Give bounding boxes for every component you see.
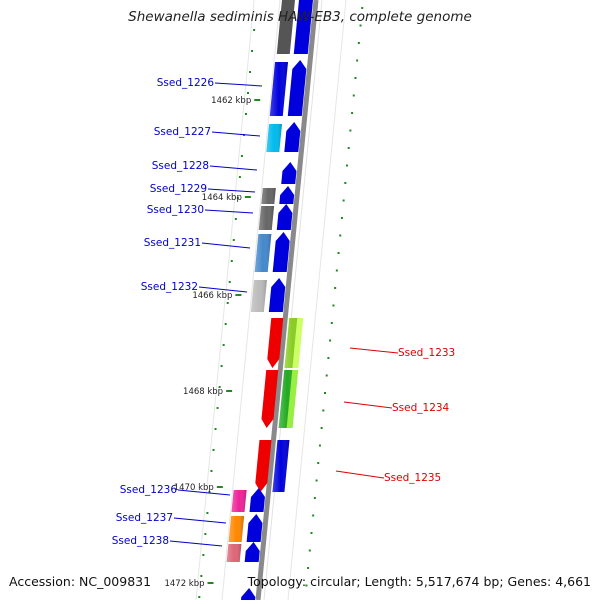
cog-arrow-ssed-1234 [261, 370, 279, 428]
cog-shade-ssed-1238 [226, 544, 242, 562]
gene-arrow-ssed-1231 [272, 232, 290, 272]
leader-ssed-1228 [209, 165, 258, 171]
kbp-label: 1462 kbp [211, 96, 251, 106]
gene-arrow-ssed-1228 [281, 162, 297, 184]
gene-label-ssed-1226: Ssed_1226 [157, 77, 215, 89]
gene-ssed-1226 [269, 60, 307, 116]
backbone [195, 0, 347, 601]
kbp-label: 1464 kbp [202, 193, 242, 203]
leader-ssed-1227 [211, 131, 261, 137]
gene-arrow-ssed-1229 [279, 186, 295, 204]
gene-ssed-1236 [231, 488, 265, 512]
cog-block-partial [276, 0, 295, 54]
gene-label-leaders [169, 82, 399, 547]
tick-marks [198, 7, 364, 598]
leader-ssed-1236 [177, 489, 231, 496]
gene-ssed-1232 [250, 278, 286, 312]
kbp-labels: 1462 kbp 1464 kbp 1466 kbp 1468 kbp 1470 kbp… [164, 96, 261, 589]
gene-ssed-1230 [258, 204, 293, 230]
gene-label-ssed-1234: Ssed_1234 [392, 402, 450, 414]
cog-arrow-ssed-1233 [267, 318, 284, 368]
gene-ssed-1235 [255, 440, 290, 492]
gene-label-ssed-1235: Ssed_1235 [384, 472, 441, 484]
cog-shade-ssed-1226 [269, 62, 289, 116]
gene-label-ssed-1230: Ssed_1230 [147, 204, 204, 216]
leader-ssed-1229 [207, 188, 256, 193]
gene-ssed-1227 [266, 122, 301, 152]
leader-ssed-1235 [335, 470, 385, 479]
gene-label-ssed-1228: Ssed_1228 [152, 160, 209, 172]
gene-ssed-1228 [281, 162, 297, 184]
gene-label-ssed-1237: Ssed_1237 [116, 512, 173, 524]
leader-ssed-1232 [198, 286, 248, 293]
gene-label-ssed-1238: Ssed_1238 [112, 535, 169, 547]
kbp-label: 1468 kbp [183, 387, 223, 397]
leader-ssed-1237 [173, 517, 227, 524]
topology-summary: Topology: circular; Length: 5,517,674 bp… [247, 574, 591, 589]
cog-shade-ssed-1227 [266, 124, 283, 152]
leader-ssed-1226 [214, 82, 263, 87]
leader-ssed-1234 [343, 401, 393, 409]
gene-shade-ssed-1235 [272, 440, 290, 492]
leader-ssed-1233 [349, 347, 399, 354]
leader-ssed-1230 [204, 209, 254, 214]
gene-arrow-ssed-1236 [249, 488, 265, 512]
cog-shade-ssed-1231 [254, 234, 272, 272]
cog-shade-ssed-1232 [250, 280, 267, 312]
track-outer-edge [287, 0, 347, 601]
backbone-outer-edge [263, 0, 323, 601]
gene-arrow-ssed-1230 [276, 204, 293, 230]
backbone-inner-edge [221, 0, 281, 601]
gene-highlight-ssed-1234 [286, 370, 299, 428]
gene-features [226, 0, 313, 600]
kbp-label: 1472 kbp [164, 579, 204, 589]
gene-labels: Ssed_1226 Ssed_1227 Ssed_1228 Ssed_1229 Ssed… [112, 77, 455, 547]
cog-shade-ssed-1230 [258, 206, 275, 230]
cog-shade-ssed-1229 [261, 188, 276, 204]
gene-arrow-partial [293, 0, 313, 54]
gene-ssed-1238 [226, 542, 260, 562]
gene-label-ssed-1231: Ssed_1231 [144, 237, 201, 249]
gene-ssed-1229 [261, 186, 295, 204]
gene-label-ssed-1229: Ssed_1229 [150, 183, 207, 195]
accession-text: Accession: NC_009831 [9, 574, 152, 589]
gene-label-ssed-1236: Ssed_1236 [120, 484, 178, 496]
cog-shade-ssed-1237 [228, 516, 245, 542]
backbone-ring [255, 0, 319, 601]
gene-ssed-1231 [254, 232, 290, 272]
leader-ssed-1231 [201, 242, 251, 249]
gene-arrow-partial-bottom [241, 588, 256, 600]
gene-label-ssed-1227: Ssed_1227 [154, 126, 211, 138]
gene-arrow-ssed-1232 [268, 278, 286, 312]
gene-arrow-ssed-1227 [284, 122, 301, 152]
track-inner-edge [195, 0, 255, 601]
cog-arrow-ssed-1235 [255, 440, 272, 492]
kbp-label: 1470 kbp [174, 483, 214, 493]
gene-label-ssed-1233: Ssed_1233 [398, 347, 455, 359]
cog-shade-ssed-1236 [231, 490, 247, 512]
gene-ssed-1237 [228, 514, 263, 542]
gene-highlight-ssed-1233 [292, 318, 304, 368]
gene-ssed-1233 [267, 318, 304, 368]
map-title: Shewanella sediminis HAW-EB3, complete g… [128, 9, 472, 25]
kbp-label: 1466 kbp [192, 291, 232, 301]
leader-ssed-1238 [169, 540, 223, 547]
gene-arrow-ssed-1226 [287, 60, 307, 116]
gene-arrow-ssed-1238 [244, 542, 260, 562]
gene-arrow-ssed-1237 [246, 514, 263, 542]
gene-ssed-1234 [261, 370, 299, 428]
gene-label-ssed-1232: Ssed_1232 [141, 281, 198, 293]
